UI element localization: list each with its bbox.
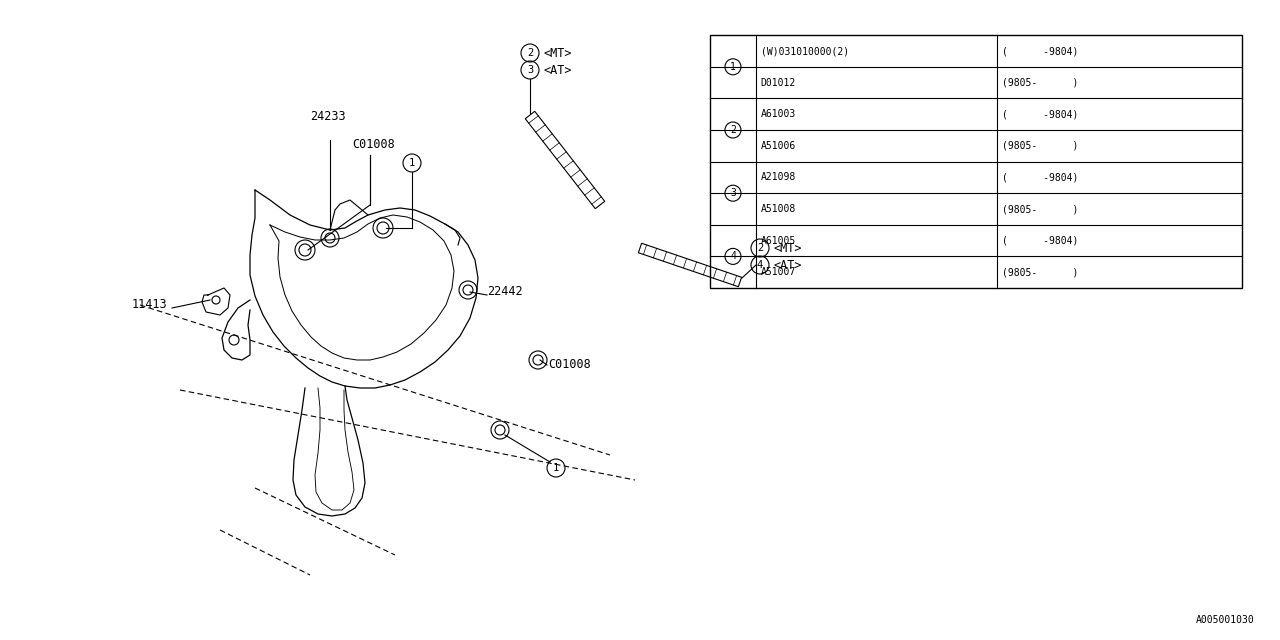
Text: <MT>: <MT> (773, 241, 801, 255)
Text: 24233: 24233 (310, 110, 346, 123)
Text: (      -9804): ( -9804) (1002, 236, 1079, 246)
Bar (710, 35, 1242, 288)
Text: <MT>: <MT> (543, 47, 571, 60)
Text: 1: 1 (730, 62, 736, 72)
Text: (      -9804): ( -9804) (1002, 172, 1079, 182)
Text: A61005: A61005 (760, 236, 796, 246)
Text: A51008: A51008 (760, 204, 796, 214)
Text: A51007: A51007 (760, 268, 796, 277)
Text: 2: 2 (756, 243, 763, 253)
Text: C01008: C01008 (548, 358, 591, 371)
Text: 1: 1 (408, 158, 415, 168)
Text: 2: 2 (730, 125, 736, 135)
Text: <AT>: <AT> (543, 63, 571, 77)
Text: D01012: D01012 (760, 77, 796, 88)
Text: A005001030: A005001030 (1197, 615, 1254, 625)
Text: C01008: C01008 (352, 138, 394, 151)
Polygon shape (525, 111, 604, 209)
Text: (      -9804): ( -9804) (1002, 46, 1079, 56)
Text: (9805-      ): (9805- ) (1002, 141, 1079, 151)
Text: 2: 2 (527, 48, 534, 58)
Text: A51006: A51006 (760, 141, 796, 151)
Text: (W)031010000(2): (W)031010000(2) (760, 46, 849, 56)
Text: (9805-      ): (9805- ) (1002, 204, 1079, 214)
Text: 1: 1 (553, 463, 559, 473)
Text: 3: 3 (527, 65, 534, 75)
Text: A21098: A21098 (760, 172, 796, 182)
Polygon shape (639, 243, 741, 287)
Text: (9805-      ): (9805- ) (1002, 77, 1079, 88)
Text: 22442: 22442 (486, 285, 522, 298)
Text: <AT>: <AT> (773, 259, 801, 271)
Text: (      -9804): ( -9804) (1002, 109, 1079, 119)
Text: 4: 4 (730, 252, 736, 261)
Text: 3: 3 (730, 188, 736, 198)
Text: 4: 4 (756, 260, 763, 270)
Text: (9805-      ): (9805- ) (1002, 268, 1079, 277)
Text: A61003: A61003 (760, 109, 796, 119)
Text: 11413: 11413 (132, 298, 168, 311)
